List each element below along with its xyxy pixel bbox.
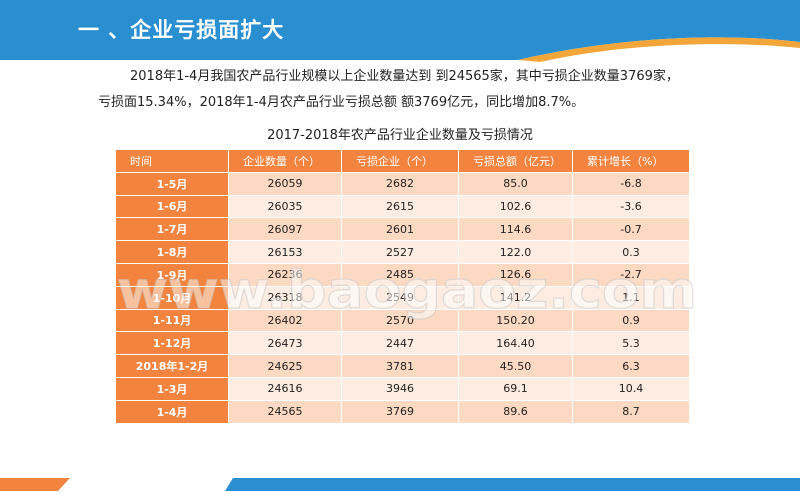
growth-cell: 8.7 bbox=[572, 399, 690, 424]
intro-line-1: 2018年1-4月我国农产品行业规模以上企业数量达到 到24565家，其中亏损企… bbox=[130, 69, 679, 84]
header-time: 时间 bbox=[115, 149, 229, 173]
slide-title: 一 、企业亏损面扩大 bbox=[78, 18, 285, 42]
row-month: 1-7月 bbox=[115, 217, 229, 242]
header-enterprise-count: 企业数量（个） bbox=[228, 149, 342, 173]
loss-total-cell: 69.1 bbox=[458, 376, 573, 401]
row-month: 1-9月 bbox=[115, 262, 229, 287]
row-month: 1-10月 bbox=[115, 285, 229, 310]
intro-line-2: 亏损面15.34%，2018年1-4月农产品行业亏损总额 额3769亿元，同比增… bbox=[98, 95, 585, 110]
row-month: 1-12月 bbox=[115, 331, 229, 356]
header-banner bbox=[0, 0, 800, 62]
table-row: 1-7月 26097 2601 114.6 -0.7 bbox=[115, 217, 690, 242]
loss-total-cell: 150.20 bbox=[458, 308, 573, 333]
enterprise-count-cell: 24616 bbox=[228, 376, 342, 401]
footer-bar bbox=[0, 478, 800, 491]
loss-total-cell: 89.6 bbox=[458, 399, 573, 424]
enterprise-count-cell: 26153 bbox=[228, 240, 342, 264]
watermark: www.baogaoz.com bbox=[116, 262, 697, 322]
growth-cell: -0.7 bbox=[572, 217, 690, 242]
loss-total-cell: 102.6 bbox=[458, 194, 573, 219]
loss-enterprise-cell: 2527 bbox=[341, 240, 459, 264]
loss-enterprise-cell: 3946 bbox=[341, 376, 459, 401]
header-loss-enterprises: 亏损企业（个） bbox=[341, 149, 459, 173]
row-month: 1-3月 bbox=[115, 376, 229, 401]
loss-total-cell: 85.0 bbox=[458, 171, 573, 196]
row-month: 2018年1-2月 bbox=[115, 354, 229, 378]
enterprise-count-cell: 26473 bbox=[228, 331, 342, 356]
header-loss-total: 亏损总额（亿元） bbox=[458, 149, 573, 173]
enterprise-count-cell: 26059 bbox=[228, 171, 342, 196]
table-row: 2018年1-2月 24625 3781 45.50 6.3 bbox=[115, 354, 690, 378]
loss-total-cell: 122.0 bbox=[458, 240, 573, 264]
loss-table: 时间 企业数量（个） 亏损企业（个） 亏损总额（亿元） 累计增长（%） 1-5月… bbox=[115, 149, 690, 424]
table-row: 1-4月 24565 3769 89.6 8.7 bbox=[115, 399, 690, 424]
row-month: 1-5月 bbox=[115, 171, 229, 196]
table-row: 1-3月 24616 3946 69.1 10.4 bbox=[115, 376, 690, 401]
loss-total-cell: 45.50 bbox=[458, 354, 573, 378]
table-row: 1-5月 26059 2682 85.0 -6.8 bbox=[115, 171, 690, 196]
row-month: 1-6月 bbox=[115, 194, 229, 219]
loss-enterprise-cell: 3769 bbox=[341, 399, 459, 424]
loss-enterprise-cell: 2570 bbox=[341, 308, 459, 333]
table-row: 1-11月 26402 2570 150.20 0.9 bbox=[115, 308, 690, 333]
table-row: 1-8月 26153 2527 122.0 0.3 bbox=[115, 240, 690, 264]
row-month: 1-4月 bbox=[115, 399, 229, 424]
growth-cell: 1.1 bbox=[572, 285, 690, 310]
growth-cell: 10.4 bbox=[572, 376, 690, 401]
loss-enterprise-cell: 2601 bbox=[341, 217, 459, 242]
growth-cell: 0.9 bbox=[572, 308, 690, 333]
table-caption: 2017-2018年农产品行业企业数量及亏损情况 bbox=[267, 128, 533, 143]
slide-header: 一 、企业亏损面扩大 bbox=[0, 0, 800, 62]
row-month: 1-11月 bbox=[115, 308, 229, 333]
loss-enterprise-cell: 2447 bbox=[341, 331, 459, 356]
table-row: 1-12月 26473 2447 164.40 5.3 bbox=[115, 331, 690, 356]
growth-cell: -2.7 bbox=[572, 262, 690, 287]
loss-total-cell: 114.6 bbox=[458, 217, 573, 242]
growth-cell: 6.3 bbox=[572, 354, 690, 378]
growth-cell: 5.3 bbox=[572, 331, 690, 356]
loss-enterprise-cell: 2549 bbox=[341, 285, 459, 310]
table-row: 1-6月 26035 2615 102.6 -3.6 bbox=[115, 194, 690, 219]
row-month: 1-8月 bbox=[115, 240, 229, 264]
loss-total-cell: 126.6 bbox=[458, 262, 573, 287]
enterprise-count-cell: 26035 bbox=[228, 194, 342, 219]
growth-cell: -3.6 bbox=[572, 194, 690, 219]
enterprise-count-cell: 26097 bbox=[228, 217, 342, 242]
loss-enterprise-cell: 2615 bbox=[341, 194, 459, 219]
growth-cell: 0.3 bbox=[572, 240, 690, 264]
loss-enterprise-cell: 3781 bbox=[341, 354, 459, 378]
intro-paragraph: 2018年1-4月我国农产品行业规模以上企业数量达到 到24565家，其中亏损企… bbox=[98, 64, 738, 116]
watermark-text: www.baogaoz.com bbox=[117, 262, 697, 321]
loss-enterprise-cell: 2682 bbox=[341, 171, 459, 196]
header-cumulative-growth: 累计增长（%） bbox=[572, 149, 690, 173]
loss-total-cell: 164.40 bbox=[458, 331, 573, 356]
enterprise-count-cell: 26318 bbox=[228, 285, 342, 310]
enterprise-count-cell: 24565 bbox=[228, 399, 342, 424]
growth-cell: -6.8 bbox=[572, 171, 690, 196]
table-header-row: 时间 企业数量（个） 亏损企业（个） 亏损总额（亿元） 累计增长（%） bbox=[115, 149, 690, 173]
enterprise-count-cell: 24625 bbox=[228, 354, 342, 378]
table-row: 1-9月 26236 2485 126.6 -2.7 bbox=[115, 262, 690, 287]
